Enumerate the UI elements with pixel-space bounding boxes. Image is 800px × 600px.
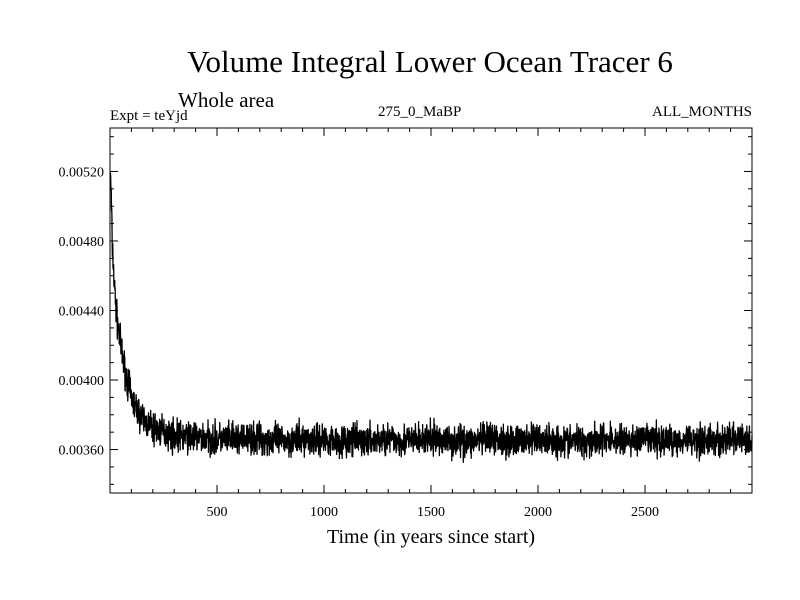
months-label: ALL_MONTHS xyxy=(652,104,752,120)
y-tick-label: 0.00360 xyxy=(59,444,105,459)
x-tick-label: 1000 xyxy=(310,505,338,520)
x-axis-label: Time (in years since start) xyxy=(326,526,536,548)
chart-title: Volume Integral Lower Ocean Tracer 6 xyxy=(187,44,673,79)
x-tick-label: 500 xyxy=(207,505,228,520)
experiment-label: Expt = teYjd xyxy=(110,108,188,124)
x-tick-label: 2000 xyxy=(524,505,552,520)
y-tick-label: 0.00400 xyxy=(59,374,105,389)
period-label: 275_0_MaBP xyxy=(378,104,462,120)
y-tick-label: 0.00480 xyxy=(59,235,105,250)
y-tick-label: 0.00520 xyxy=(59,165,105,180)
x-tick-label: 2500 xyxy=(631,505,659,520)
y-tick-label: 0.00440 xyxy=(59,305,105,320)
chart-subtitle: Whole area xyxy=(178,88,275,112)
series-line xyxy=(109,172,753,463)
x-tick-label: 1500 xyxy=(417,505,445,520)
